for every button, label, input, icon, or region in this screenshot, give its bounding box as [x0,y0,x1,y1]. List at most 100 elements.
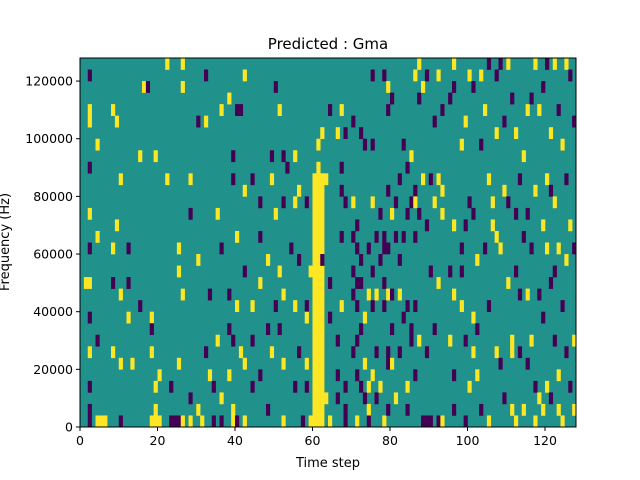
heatmap-cell [250,334,255,347]
heatmap-cell [568,380,573,393]
heatmap-cell [514,265,519,278]
heatmap-cell [382,300,387,312]
heatmap-cell [351,230,356,243]
heatmap-cell [533,415,538,428]
heatmap-cell [169,380,174,393]
heatmap-cell [277,265,282,278]
x-tick-label: 20 [150,433,166,448]
heatmap-cell [188,173,193,186]
heatmap-cell [541,81,546,93]
heatmap-cell [533,380,538,393]
heatmap-cell [448,92,453,105]
heatmap-cell [390,288,395,301]
heatmap-cell [297,346,302,359]
heatmap-cell [231,415,236,428]
heatmap-cell [494,346,499,359]
heatmap-cell [436,415,441,428]
heatmap-cell [324,392,329,405]
heatmap-cell [452,288,457,301]
heatmap-cell [548,277,554,289]
heatmap-cell [281,288,286,301]
heatmap-cell [409,196,414,209]
heatmap-cell [227,369,232,382]
heatmap-cell [250,300,255,312]
heatmap-cell [545,58,550,70]
heatmap-cell [308,415,313,428]
heatmap-cell [320,323,325,336]
heatmap-cell [397,254,402,266]
heatmap-cell [95,334,100,347]
heatmap-cell [362,138,368,151]
heatmap-cell [498,357,503,370]
heatmap-cell [339,161,344,174]
y-tick-label: 120000 [25,74,73,89]
heatmap-cell [242,265,247,278]
heatmap-cell [335,334,340,347]
heatmap-cell [568,219,573,232]
heatmap-cell [149,415,154,428]
heatmap-cell [359,277,364,289]
heatmap-cell [87,69,92,82]
heatmap-cell [312,300,317,312]
heatmap-cell [424,415,430,428]
heatmap-cell [475,369,480,382]
heatmap-cell [351,288,356,301]
heatmap-cell [510,92,515,105]
heatmap-cell [320,311,325,324]
heatmap-cell [328,415,333,428]
heatmap-cell [269,173,275,186]
heatmap-cell [281,150,286,163]
heatmap-cell [316,403,321,416]
heatmap-cell [355,300,360,312]
heatmap-cell [153,415,158,428]
heatmap-cell [188,415,193,428]
heatmap-cell [126,277,131,289]
heatmap-cell [238,104,244,116]
heatmap-cell [173,415,178,428]
heatmap-cell [99,415,104,428]
heatmap-cell [440,415,445,428]
heatmap-cell [479,138,484,151]
heatmap-cell [467,196,472,209]
heatmap-cell [564,254,569,266]
heatmap-cell [459,265,464,278]
heatmap-cell [382,277,387,289]
heatmap-cell [320,219,325,232]
heatmap-cell [390,92,395,105]
heatmap-cell [459,138,464,151]
heatmap-cell [215,207,220,220]
heatmap-cell [572,115,577,128]
heatmap-cell [273,81,278,93]
heatmap-cell [250,173,255,186]
heatmap-cell [517,346,523,359]
heatmap-cell [432,323,437,336]
heatmap-cell [312,403,317,416]
heatmap-cell [196,403,201,416]
heatmap-cell [293,300,298,312]
heatmap-cell [87,403,92,416]
heatmap-cell [231,403,236,416]
heatmap-cell [153,150,158,163]
heatmap-cell [378,254,383,266]
heatmap-cell [138,150,143,163]
heatmap-cell [459,242,464,255]
heatmap-cell [521,150,526,163]
heatmap-cell [545,242,550,255]
heatmap-cell [176,415,182,428]
heatmap-cell [293,380,298,393]
heatmap-cell [297,184,302,197]
chart-title: Predicted : Gma [268,35,388,53]
heatmap-cell [235,300,240,312]
heatmap-cell [386,184,391,197]
heatmap-cell [320,300,325,312]
heatmap-cell [316,242,321,255]
heatmap-cell [421,173,426,186]
heatmap-cell [506,196,511,209]
heatmap-cell [366,380,371,393]
heatmap-cell [393,230,399,243]
heatmap-cell [103,415,108,428]
heatmap-cell [320,277,325,289]
heatmap-cell [312,311,317,324]
heatmap-cell [316,311,321,324]
heatmap-cell [316,254,321,266]
